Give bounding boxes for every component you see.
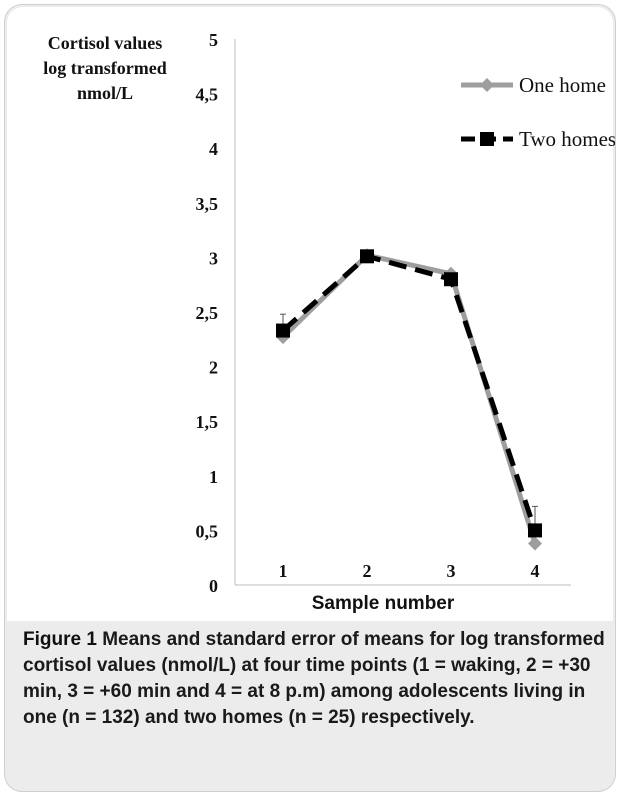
x-tick-label: 4 — [531, 561, 540, 581]
legend-item-two-homes: Two homes — [461, 127, 616, 151]
y-tick-label: 4,5 — [196, 85, 219, 105]
legend: One home Two homes — [461, 73, 616, 151]
legend-label: Two homes — [519, 127, 616, 151]
chart: Cortisol values log transformed nmol/L 0 0,… — [43, 30, 616, 614]
y-tick-label: 3 — [209, 248, 218, 268]
x-ticks: 1 2 3 4 — [279, 561, 540, 581]
caption-label: Figure 1 — [23, 629, 97, 650]
data-point-two-homes — [480, 132, 494, 146]
figure-caption: Figure 1 Means and standard error of mea… — [23, 627, 608, 731]
y-tick-label: 3,5 — [196, 194, 219, 214]
series-one-home — [276, 248, 542, 551]
series-line-one-home — [281, 252, 538, 545]
series-two-homes — [276, 249, 542, 538]
x-tick-label: 3 — [447, 561, 456, 581]
x-axis-title: Sample number — [312, 593, 455, 614]
legend-label: One home — [519, 73, 606, 97]
x-tick-label: 2 — [363, 561, 372, 581]
y-tick-label: 2,5 — [196, 303, 219, 323]
data-point-one-home — [528, 536, 542, 551]
y-axis-title-line: nmol/L — [77, 83, 133, 103]
y-tick-label: 5 — [209, 30, 218, 50]
y-tick-label: 2 — [209, 358, 218, 378]
data-point-two-homes — [444, 272, 458, 287]
data-point-one-home — [480, 78, 494, 92]
data-point-two-homes — [360, 249, 374, 264]
y-axis-title-line: Cortisol values — [48, 33, 163, 53]
y-tick-label: 0,5 — [196, 521, 219, 541]
y-tick-label: 1,5 — [196, 412, 219, 432]
data-point-two-homes — [276, 323, 290, 338]
data-point-two-homes — [528, 523, 542, 538]
y-axis-title-line: log transformed — [43, 58, 166, 78]
y-tick-label: 4 — [209, 139, 218, 159]
series-line-two-homes — [281, 253, 538, 532]
y-tick-label: 0 — [209, 576, 218, 596]
x-tick-label: 1 — [279, 561, 288, 581]
y-tick-label: 1 — [209, 467, 218, 487]
y-ticks: 0 0,5 1 1,5 2 2,5 3 3,5 4 4,5 5 — [196, 30, 219, 596]
series-layer — [276, 248, 542, 551]
caption-text: Means and standard error of means for lo… — [23, 629, 605, 728]
legend-item-one-home: One home — [461, 73, 606, 97]
y-axis-title: Cortisol values log transformed nmol/L — [43, 33, 166, 103]
axes — [234, 39, 571, 586]
figure-card: Cortisol values log transformed nmol/L 0 0,… — [4, 4, 616, 792]
